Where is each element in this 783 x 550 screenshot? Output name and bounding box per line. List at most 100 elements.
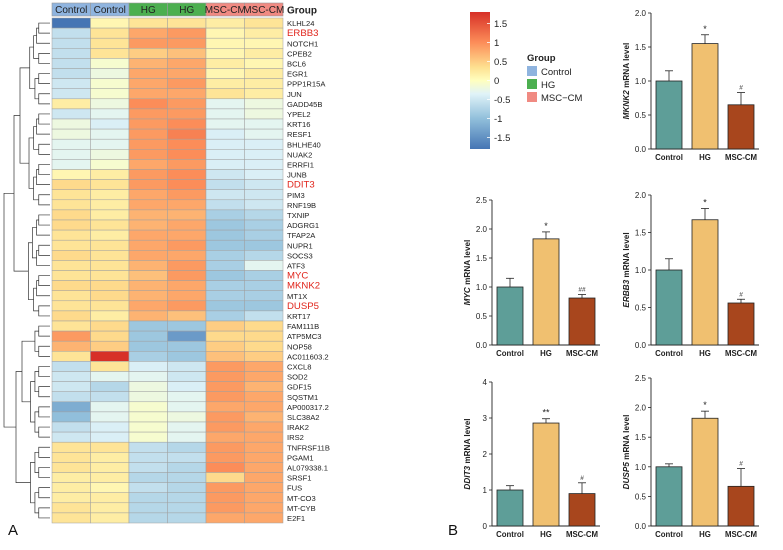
heatmap-cell: [244, 482, 284, 493]
heatmap-cell: [205, 270, 245, 281]
dendrogram-branch: [32, 227, 37, 259]
heatmap-cell: [128, 199, 168, 211]
heatmap-cell: [167, 239, 207, 251]
heatmap-cell: [167, 492, 207, 504]
heatmap-cell: [128, 209, 168, 221]
heatmap-cell: [128, 239, 168, 251]
heatmap-cell: [167, 128, 207, 140]
heatmap-cell: [244, 209, 284, 221]
heatmap-cell: [90, 239, 130, 251]
heatmap-cell: [51, 250, 91, 261]
heatmap-cell: [244, 219, 284, 231]
heatmap-cell: [128, 27, 168, 39]
heatmap-cell: [128, 78, 168, 89]
heatmap-cell: [90, 229, 130, 241]
heatmap-cell: [128, 189, 168, 201]
heatmap-cell: [167, 27, 207, 39]
dendrogram-branch: [34, 451, 39, 473]
heatmap-cell: [205, 452, 245, 463]
heatmap-cell: [90, 320, 130, 332]
heatmap-cell: [167, 330, 207, 342]
gene-label: JUN: [287, 90, 302, 99]
heatmap-cell: [244, 189, 284, 201]
heatmap-cell: [244, 68, 284, 79]
heatmap-cell: [90, 189, 130, 201]
heatmap-cell: [205, 138, 245, 150]
heatmap-cell: [51, 189, 91, 201]
heatmap-cell: [244, 128, 284, 140]
heatmap-cell: [244, 270, 284, 281]
heatmap-cell: [128, 98, 168, 110]
y-tick-label: 1.5: [635, 433, 647, 442]
y-axis-label-gene: DUSP5: [622, 462, 631, 490]
heatmap-cell: [90, 421, 130, 433]
gene-label: SQSTM1: [287, 393, 318, 402]
heatmap-cell: [90, 351, 130, 362]
significance-mark: *: [703, 24, 707, 34]
significance-mark: #: [739, 85, 743, 92]
heatmap-cell: [128, 68, 168, 79]
dendrogram-branch: [33, 287, 39, 312]
heatmap-cell: [167, 179, 207, 190]
dendrogram-branch: [38, 467, 50, 478]
heatmap-cell: [51, 260, 91, 271]
heatmap-cell: [128, 138, 168, 150]
dendrogram-branch: [38, 164, 50, 175]
y-tick-label: 2: [483, 450, 488, 459]
heatmap-cell: [90, 512, 130, 524]
gene-label: ATF3: [287, 261, 305, 270]
gene-label: MT-CYB: [287, 504, 316, 513]
x-category-label: MSC-CM: [566, 530, 598, 539]
bar-charts-panel-b: 0.0 0.5 1.0 1.5 2.0 MKNK2 mRNA level Control * H…: [463, 9, 759, 539]
heatmap-cell: [51, 179, 91, 190]
gene-label: JUNB: [287, 171, 307, 180]
significance-mark: ##: [578, 287, 586, 294]
heatmap-cell: [167, 421, 207, 433]
heatmap-cell: [205, 118, 245, 130]
heatmap-cell: [167, 290, 207, 302]
heatmap-cell: [244, 401, 284, 413]
y-axis-label: ERBB3 mRNA level: [622, 232, 631, 307]
heatmap-cell: [205, 411, 245, 423]
heatmap-cell: [128, 381, 168, 392]
x-category-label: Control: [496, 349, 524, 358]
heatmap-cell: [90, 219, 130, 231]
heatmap-cell: [205, 260, 245, 271]
heatmap-cell: [51, 401, 91, 413]
heatmap-cell: [51, 138, 91, 150]
y-axis-label-suffix: mRNA level: [463, 418, 472, 465]
heatmap-cell: [90, 179, 130, 190]
heatmap-cell: [244, 502, 284, 514]
heatmap-cell: [90, 290, 130, 302]
dendrogram-branch: [38, 22, 50, 34]
heatmap-cell: [51, 290, 91, 302]
dendrogram-branch: [21, 340, 35, 403]
bar-msc-cm: [727, 302, 755, 346]
heatmap-cell: [51, 108, 91, 120]
heatmap-cell: [51, 118, 91, 130]
y-tick-label: 1: [483, 486, 488, 495]
colorbar-tick-label: 0.5: [494, 57, 507, 68]
heatmap-cell: [128, 351, 168, 362]
y-tick-label: 0: [483, 522, 488, 531]
significance-mark: **: [542, 408, 550, 418]
heatmap-cell: [244, 159, 284, 170]
heatmap-cell: [128, 401, 168, 413]
x-category-label: Control: [655, 349, 683, 358]
heatmap-cell: [51, 340, 91, 352]
gene-label: YPEL2: [287, 110, 311, 119]
y-tick-label: 2.0: [635, 191, 647, 200]
heatmap-cell: [205, 27, 245, 39]
gene-label: EGR1: [287, 70, 308, 79]
x-category-label: HG: [699, 530, 711, 539]
heatmap-cell: [244, 290, 284, 302]
y-axis-label: DDIT3 mRNA level: [463, 418, 472, 489]
dendrogram-branch: [38, 487, 50, 499]
heatmap-cell: [90, 169, 130, 180]
colorbar-gradient: [470, 12, 490, 149]
dendrogram-branch: [30, 462, 35, 504]
gene-label-highlighted: DDIT3: [287, 180, 315, 191]
heatmap-cell: [51, 411, 91, 423]
heatmap-cell: [128, 482, 168, 493]
